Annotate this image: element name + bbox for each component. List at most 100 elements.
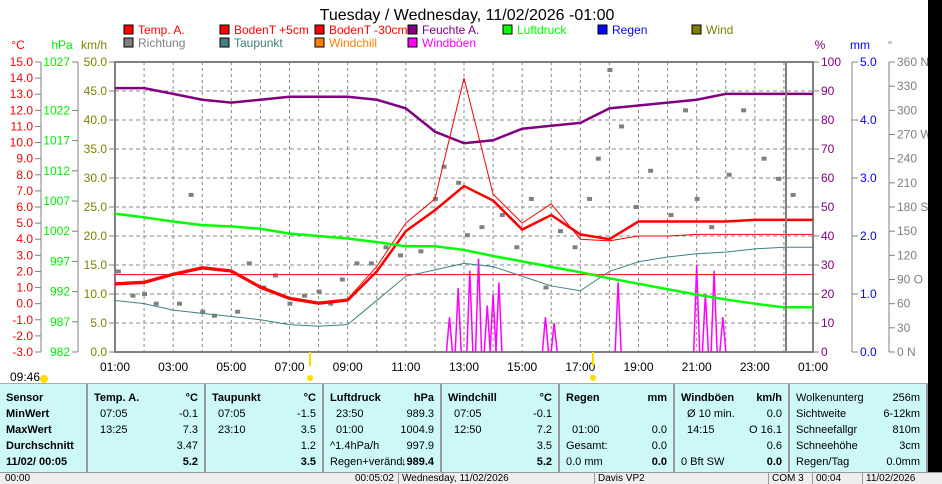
direction-point (176, 301, 182, 306)
legend-label: Windchill (329, 36, 377, 50)
legend-label: Taupunkt (234, 36, 283, 50)
stats-label: 14:15 (687, 424, 715, 436)
stats-value: °C (303, 392, 316, 404)
stats-row: Gesamt: 0.0 (566, 440, 667, 456)
x-tick-label: 19:00 (623, 360, 653, 374)
stats-label: Sensor (6, 392, 44, 404)
wind-tick-label: 20.0 (84, 229, 108, 243)
direction-point (543, 285, 549, 290)
stats-row: 07:05 -0.1 (448, 408, 552, 424)
direction-point (514, 245, 520, 250)
stats-label: 0 Bft SW (681, 456, 725, 468)
stats-row: 0.6 (681, 440, 782, 456)
wind-axis-unit: km/h (81, 38, 107, 52)
series-bodent-5cm (114, 77, 813, 303)
pressure-tick-label: 1007 (43, 194, 70, 208)
stats-value: °C (539, 392, 552, 404)
x-tick-label: 07:00 (274, 360, 304, 374)
stats-value: 1004.9 (400, 424, 434, 436)
temp-tick-label: 3.0 (16, 248, 33, 262)
direction-point (339, 277, 345, 282)
direction-point (211, 313, 217, 318)
humidity-tick-label: 60 (821, 171, 835, 185)
direction-tick-label: 30 (897, 321, 911, 335)
humidity-tick-label: 20 (821, 287, 835, 301)
stats-row: 12:50 7.2 (448, 424, 552, 440)
stats-label: Wolkenunterg (796, 392, 864, 404)
humidity-tick-label: 80 (821, 113, 835, 127)
legend-label: Windböen (422, 36, 476, 50)
rain-tick-label: 0.0 (860, 345, 877, 359)
wind-tick-label: 50.0 (84, 55, 108, 69)
stats-value: 256m (892, 392, 920, 404)
stats-label: 11/02/ 00:05 (6, 456, 68, 468)
pressure-tick-label: 1017 (43, 134, 70, 148)
stats-row: Taupunkt °C (212, 392, 316, 408)
stats-row: 5.2 (448, 456, 552, 472)
stats-label: MaxWert (6, 424, 52, 436)
stats-value: km/h (756, 392, 782, 404)
status-date: Wednesday, 11/02/2026 (398, 473, 509, 484)
direction-point (479, 225, 485, 230)
stats-column: Temp. A. °C 07:05 -0.1 13:25 7.3 3.47 5.2 (88, 384, 206, 473)
wind-tick-label: 10.0 (84, 287, 108, 301)
sun-icon (307, 375, 313, 381)
legend-swatch (502, 24, 513, 35)
direction-tick-label: 300 (897, 103, 917, 117)
stats-row: 11/02/ 00:05 (6, 456, 80, 472)
temp-tick-label: 12.0 (10, 103, 34, 117)
wind-tick-label: 45.0 (84, 84, 108, 98)
direction-point (709, 225, 715, 230)
stats-row: 07:05 -1.5 (212, 408, 316, 424)
direction-point (587, 196, 593, 201)
sun-time-label: 09:46 (10, 370, 40, 383)
temp-tick-label: -2.0 (12, 329, 33, 343)
legend-label: Feuchte A. (422, 23, 479, 37)
humidity-tick-label: 30 (821, 258, 835, 272)
stats-label: Schneefallgr (796, 424, 858, 436)
direction-point (741, 108, 747, 113)
wind-tick-label: 35.0 (84, 142, 108, 156)
temp-tick-label: -3.0 (12, 345, 33, 359)
status-station: Davis VP2 (594, 473, 645, 484)
stats-value: 6-12km (883, 408, 920, 420)
stats-label: Schneehöhe (796, 440, 858, 452)
direction-point (776, 176, 782, 181)
stats-row: MaxWert (6, 424, 80, 440)
stats-row: 3.47 (94, 440, 198, 456)
series-feuchte-a- (115, 86, 813, 145)
direction-point (648, 168, 654, 173)
stats-row: 5.2 (94, 456, 198, 472)
stats-column: Sensor MinWert MaxWert Durchschnitt 11/02/ 0… (0, 384, 88, 473)
series-taupunkt (114, 246, 813, 327)
temp-tick-label: 14.0 (10, 71, 34, 85)
humidity-tick-label: 70 (821, 142, 835, 156)
humidity-axis-unit: % (815, 38, 826, 52)
x-tick-label: 11:00 (391, 360, 420, 374)
direction-tick-label: 180 S (897, 200, 928, 214)
stats-label: 12:50 (454, 424, 482, 436)
stats-label: 01:00 (336, 424, 364, 436)
stats-value: 3cm (899, 440, 920, 452)
stats-row: Temp. A. °C (94, 392, 198, 408)
pressure-axis-unit: hPa (51, 38, 73, 52)
stats-row (566, 408, 667, 424)
gust-mark (454, 288, 462, 353)
stats-column: Luftdruck hPa 23:50 989.3 01:00 1004.9 ^1.4hPa… (324, 384, 442, 473)
stats-label: 23:50 (336, 408, 364, 420)
stats-value: -1.5 (297, 408, 316, 420)
stats-row: Sensor (6, 392, 80, 408)
gust-mark (483, 305, 492, 353)
legend-label: Luftdruck (517, 23, 567, 37)
stats-value: 0.0 (766, 456, 782, 468)
stats-row: Windböen km/h (681, 392, 782, 408)
gust-mark (445, 317, 454, 353)
stats-row: 01:00 1004.9 (330, 424, 434, 440)
temp-tick-label: 0.0 (16, 297, 33, 311)
stats-row: 3.5 (212, 456, 316, 472)
stats-label: Temp. A. (94, 392, 140, 404)
gust-mark (710, 270, 718, 353)
direction-point (456, 180, 462, 185)
gust-mark (466, 270, 474, 353)
stats-value: 0.0mm (886, 456, 920, 468)
